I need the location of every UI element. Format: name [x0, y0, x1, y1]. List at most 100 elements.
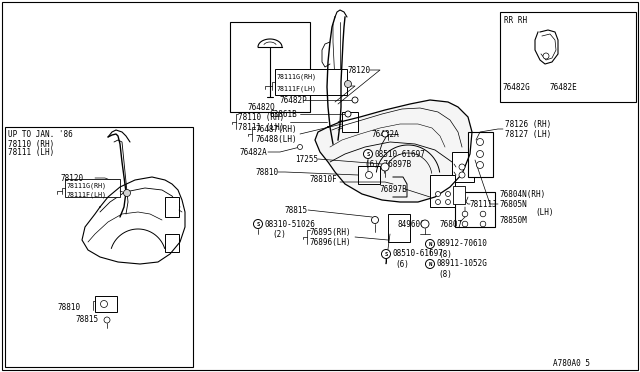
Text: 76482E: 76482E	[550, 83, 578, 92]
Text: 76895(RH): 76895(RH)	[310, 228, 351, 237]
Text: 78120: 78120	[60, 173, 83, 183]
Text: 76807: 76807	[440, 219, 463, 228]
Text: 84960C: 84960C	[398, 219, 426, 228]
Text: (LH): (LH)	[535, 208, 554, 217]
Text: 78110 (RH): 78110 (RH)	[8, 140, 54, 148]
Text: 78111 (LH): 78111 (LH)	[8, 148, 54, 157]
Text: 78815: 78815	[75, 315, 98, 324]
Circle shape	[435, 192, 440, 196]
Circle shape	[480, 221, 486, 227]
Circle shape	[459, 172, 465, 178]
Bar	[453, 186, 465, 204]
Circle shape	[381, 250, 390, 259]
Circle shape	[364, 150, 372, 158]
Circle shape	[365, 171, 372, 179]
Circle shape	[477, 138, 483, 145]
Circle shape	[298, 144, 303, 150]
Text: 78111G(RH): 78111G(RH)	[277, 74, 317, 80]
Text: 78810F: 78810F	[310, 174, 338, 183]
Circle shape	[426, 260, 435, 269]
Text: RR RH: RR RH	[504, 16, 527, 25]
Circle shape	[462, 211, 468, 217]
Text: S: S	[366, 151, 370, 157]
Text: 78126 (RH): 78126 (RH)	[505, 119, 551, 128]
Text: 76487(RH): 76487(RH)	[255, 125, 296, 134]
Text: (6): (6)	[395, 260, 409, 269]
Circle shape	[477, 151, 483, 157]
Text: A780A0 5: A780A0 5	[553, 359, 590, 369]
Text: (6) 76897B: (6) 76897B	[365, 160, 412, 169]
Text: N: N	[428, 262, 431, 266]
Text: 78810: 78810	[255, 167, 278, 176]
Text: 76482A: 76482A	[240, 148, 268, 157]
Circle shape	[445, 192, 451, 196]
Text: 08310-51026: 08310-51026	[265, 219, 316, 228]
Bar	[455, 192, 495, 227]
Text: 17255: 17255	[295, 154, 318, 164]
Text: 76482G: 76482G	[503, 83, 531, 92]
Bar	[342, 112, 358, 132]
Text: 76482Q: 76482Q	[248, 103, 276, 112]
Text: 08911-1052G: 08911-1052G	[437, 260, 488, 269]
Text: 78850M: 78850M	[500, 215, 528, 224]
Circle shape	[435, 199, 440, 205]
Text: 78111F(LH): 78111F(LH)	[277, 86, 317, 92]
Text: 78127 (LH): 78127 (LH)	[505, 129, 551, 138]
Circle shape	[344, 80, 351, 87]
Text: N: N	[428, 241, 431, 247]
Text: 76896(LH): 76896(LH)	[310, 237, 351, 247]
Text: S: S	[385, 251, 388, 257]
Text: (2): (2)	[272, 230, 286, 238]
Circle shape	[381, 163, 389, 171]
Text: 76482P: 76482P	[280, 96, 308, 105]
Bar	[388, 214, 410, 242]
Bar	[430, 175, 455, 207]
Text: 08912-70610: 08912-70610	[437, 240, 488, 248]
Text: UP TO JAN. '86: UP TO JAN. '86	[8, 129, 73, 138]
Circle shape	[253, 219, 262, 228]
Circle shape	[104, 317, 110, 323]
Text: 76805N: 76805N	[500, 199, 528, 208]
Circle shape	[371, 217, 378, 224]
Bar	[500, 12, 636, 102]
Text: 76804N(RH): 76804N(RH)	[500, 189, 547, 199]
Text: 76897B: 76897B	[380, 185, 408, 193]
Circle shape	[352, 97, 358, 103]
Bar	[230, 22, 310, 112]
Text: 63861B: 63861B	[270, 109, 298, 119]
Text: 78111G(RH): 78111G(RH)	[67, 183, 107, 189]
Circle shape	[543, 53, 549, 59]
Text: 78111F(LH): 78111F(LH)	[67, 192, 107, 198]
Text: 78111 (LH): 78111 (LH)	[238, 122, 284, 131]
Circle shape	[124, 189, 131, 196]
Circle shape	[426, 240, 435, 248]
Text: (8): (8)	[438, 250, 452, 259]
Bar	[468, 132, 493, 177]
Bar	[275, 69, 347, 95]
Text: 08510-61697: 08510-61697	[375, 150, 426, 158]
Text: 76488(LH): 76488(LH)	[255, 135, 296, 144]
Text: 78810: 78810	[57, 302, 80, 311]
Bar	[65, 179, 120, 197]
Circle shape	[462, 221, 468, 227]
Circle shape	[345, 111, 351, 117]
Text: 78110 (RH): 78110 (RH)	[238, 112, 284, 122]
Text: S: S	[257, 221, 260, 227]
Polygon shape	[315, 100, 472, 202]
Text: (8): (8)	[438, 269, 452, 279]
Circle shape	[382, 131, 388, 137]
Bar	[165, 197, 179, 217]
Bar	[95, 296, 117, 312]
Circle shape	[459, 164, 465, 170]
Circle shape	[421, 220, 429, 228]
Text: 76482A: 76482A	[372, 129, 400, 138]
Text: 08510-61697: 08510-61697	[393, 250, 444, 259]
Circle shape	[100, 301, 108, 308]
Text: 78111J: 78111J	[470, 199, 498, 208]
Bar	[5, 127, 193, 367]
Text: 78120: 78120	[348, 65, 371, 74]
Bar	[165, 234, 179, 252]
Circle shape	[480, 211, 486, 217]
Bar	[452, 152, 474, 182]
Circle shape	[477, 161, 483, 169]
